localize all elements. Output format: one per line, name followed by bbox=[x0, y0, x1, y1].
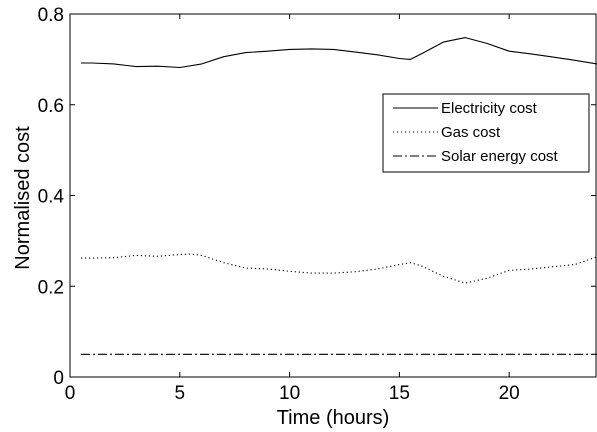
axis-ticks: 0 5 10 15 20 0 0.2 0.4 0.6 0.8 bbox=[38, 5, 596, 404]
x-axis-label: Time (hours) bbox=[277, 407, 390, 429]
x-tick-label: 0 bbox=[65, 383, 76, 404]
y-tick-label: 0.2 bbox=[38, 277, 64, 298]
y-tick-label: 0.6 bbox=[38, 96, 64, 117]
series-line-1 bbox=[81, 37, 597, 69]
legend-box bbox=[382, 93, 590, 173]
legend: Electricity cost Gas cost Solar energy cos… bbox=[382, 93, 590, 173]
legend-entry: Gas cost bbox=[441, 124, 501, 141]
series-lines bbox=[81, 37, 597, 355]
plot-area bbox=[69, 13, 597, 378]
x-tick-label: 10 bbox=[279, 383, 300, 404]
y-axis-label: Normalised cost bbox=[12, 126, 34, 270]
y-tick-label: 0.4 bbox=[38, 187, 65, 208]
legend-entry: Solar energy cost bbox=[441, 148, 559, 165]
series-line-2 bbox=[81, 253, 597, 284]
axes-frame bbox=[69, 13, 597, 378]
y-tick-label: 0 bbox=[53, 368, 64, 389]
legend-entry: Electricity cost bbox=[441, 100, 538, 117]
x-tick-label: 15 bbox=[389, 383, 410, 404]
x-tick-label: 20 bbox=[499, 383, 520, 404]
y-tick-label: 0.8 bbox=[38, 5, 64, 26]
x-tick-label: 5 bbox=[175, 383, 186, 404]
